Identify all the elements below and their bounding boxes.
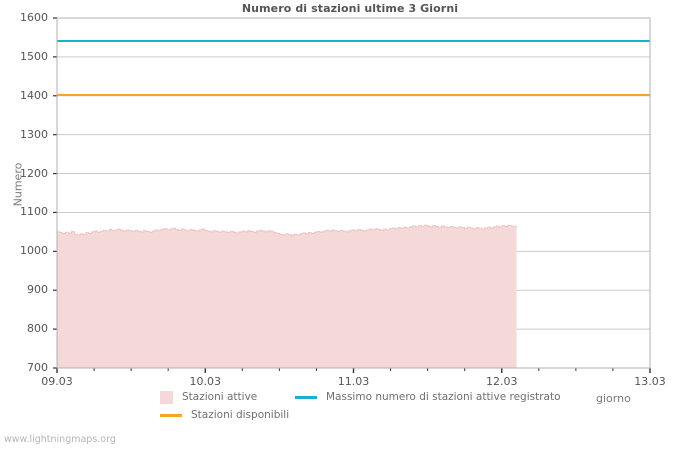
watermark: www.lightningmaps.org [4,434,116,445]
y-tick-label: 1500 [20,49,48,63]
series-stazioni-attive [57,224,518,368]
legend-swatch-icon [160,390,173,404]
y-tick-label: 900 [27,283,48,297]
area-outline [57,224,518,236]
legend-label: Massimo numero di stazioni attive regist… [326,391,561,403]
legend-item[interactable]: Stazioni attive [160,390,257,404]
y-axis-ticks [53,17,57,369]
x-tick-label: 11.03 [337,375,370,388]
legend-line-icon [295,395,317,399]
y-tick-label: 1100 [20,205,48,219]
y-tick-label: 700 [27,361,48,374]
y-tick-label: 1000 [20,244,48,258]
legend-item[interactable]: Stazioni disponibili [160,408,289,422]
legend-label: Stazioni attive [182,391,258,403]
axis-frame [56,17,651,369]
x-tick-label: 13.03 [634,375,666,388]
legend-line-icon [160,413,182,417]
y-tick-label: 1200 [20,166,48,180]
y-tick-label: 800 [27,322,48,336]
legend-item[interactable]: Massimo numero di stazioni attive regist… [295,390,561,404]
series-threshold-lines [57,39,650,96]
area-fill [57,225,517,368]
chart-title: Numero di stazioni ultime 3 Giorni [241,2,459,15]
x-tick-label: 10.03 [189,375,222,388]
plot-border [56,17,651,369]
y-tick-label: 1300 [20,127,48,141]
x-tick-label: 12.03 [486,375,518,388]
x-tick-label: 09.03 [41,375,73,388]
x-axis-title: giorno [596,392,631,405]
y-tick-label: 1600 [20,11,48,24]
y-tick-label: 1400 [20,88,48,102]
legend-label: Stazioni disponibili [191,409,290,421]
chart-legend: Stazioni attive Massimo numero di stazion… [0,388,700,428]
x-axis-ticks [56,368,651,373]
